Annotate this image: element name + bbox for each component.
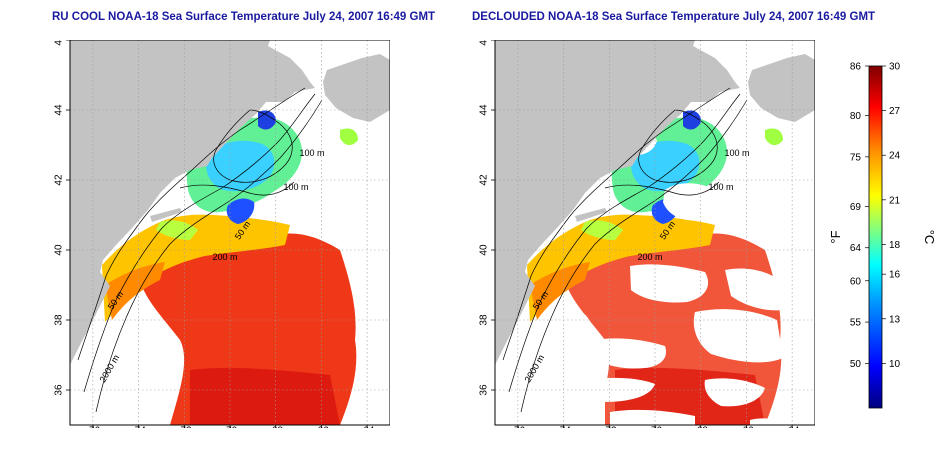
lat-tick-label: 36 [479,384,490,396]
lat-tick-label: 42 [54,174,65,186]
colorbar-scale [868,65,883,409]
colorbar-fahrenheit-tick: 86 [850,62,862,73]
colorbar-celsius-tick: 18 [889,240,901,251]
sst-field [102,110,358,425]
map-title-right: DECLOUDED NOAA-18 Sea Surface Temperatur… [472,11,876,23]
contour-label: 100 m [299,148,324,158]
colorbar-celsius-tick: 21 [889,195,901,206]
celsius-unit-label: °C [922,230,937,245]
lon-tick-label: -74 [556,425,571,428]
colorbar-fahrenheit-tick: 80 [850,111,862,122]
contour-label: 200 m [637,252,662,262]
lon-tick-label: -64 [360,425,375,428]
land-mass [495,40,815,365]
colorbar-celsius-tick: 16 [889,270,901,281]
lon-tick-label: -64 [785,425,800,428]
map-axes: -76 -74 -72 -70 -68 -66 -64 36 38 40 42 44 46 [54,40,375,428]
lon-tick-label: -72 [602,425,617,428]
lon-tick-label: -68 [268,425,283,428]
colorbar-fahrenheit-tick: 64 [850,243,862,254]
lat-tick-label: 46 [479,40,490,46]
colorbar-celsius-tick: 10 [889,359,901,370]
lat-tick-label: 44 [54,104,65,116]
colorbar-celsius-tick: 30 [889,62,901,73]
lat-tick-label: 38 [54,314,65,326]
map-axes: -76 -74 -72 -70 -68 -66 -64 36 38 40 42 44 46 [479,40,800,428]
lon-tick-label: -68 [693,425,708,428]
contour-label: 100 m [708,182,733,192]
colorbar-fahrenheit-tick: 69 [850,202,862,213]
lat-tick-label: 44 [479,104,490,116]
colorbar-fahrenheit-tick: 55 [850,318,862,329]
lat-tick-label: 40 [479,244,490,256]
colorbar-fahrenheit-tick: 50 [850,359,862,370]
lon-tick-label: -76 [86,425,101,428]
map-title-left: RU COOL NOAA-18 Sea Surface Temperature … [52,11,436,23]
colorbar-celsius-tick: 13 [889,314,901,325]
contour-label: 100 m [283,182,308,192]
lat-tick-label: 42 [479,174,490,186]
lat-tick-label: 40 [54,244,65,256]
fahrenheit-unit-label: °F [828,230,843,243]
colorbar-celsius-tick: 27 [889,106,901,117]
bathymetry-contours [502,87,748,413]
colorbar-fahrenheit-tick: 60 [850,276,862,287]
lon-tick-label: -66 [314,425,329,428]
sst-field [527,110,783,425]
lat-lon-grid [70,40,390,425]
bathymetry-contours [77,87,323,413]
colorbar-fahrenheit-tick: 75 [850,152,862,163]
lon-tick-label: -66 [739,425,754,428]
lon-tick-label: -70 [648,425,663,428]
lat-lon-grid [495,40,815,425]
lat-tick-label: 36 [54,384,65,396]
lon-tick-label: -76 [511,425,526,428]
temperature-colorbar: 86 80 75 69 64 60 55 50 30 27 24 21 18 16 13 10 °F °C [828,62,937,409]
contour-label: 100 m [724,148,749,158]
lat-tick-label: 38 [479,314,490,326]
lon-tick-label: -70 [223,425,238,428]
lon-tick-label: -74 [131,425,146,428]
lat-tick-label: 46 [54,40,65,46]
contour-label: 200 m [212,252,237,262]
colorbar-celsius-tick: 24 [889,151,901,162]
lon-tick-label: -72 [177,425,192,428]
land-mass [70,40,390,365]
